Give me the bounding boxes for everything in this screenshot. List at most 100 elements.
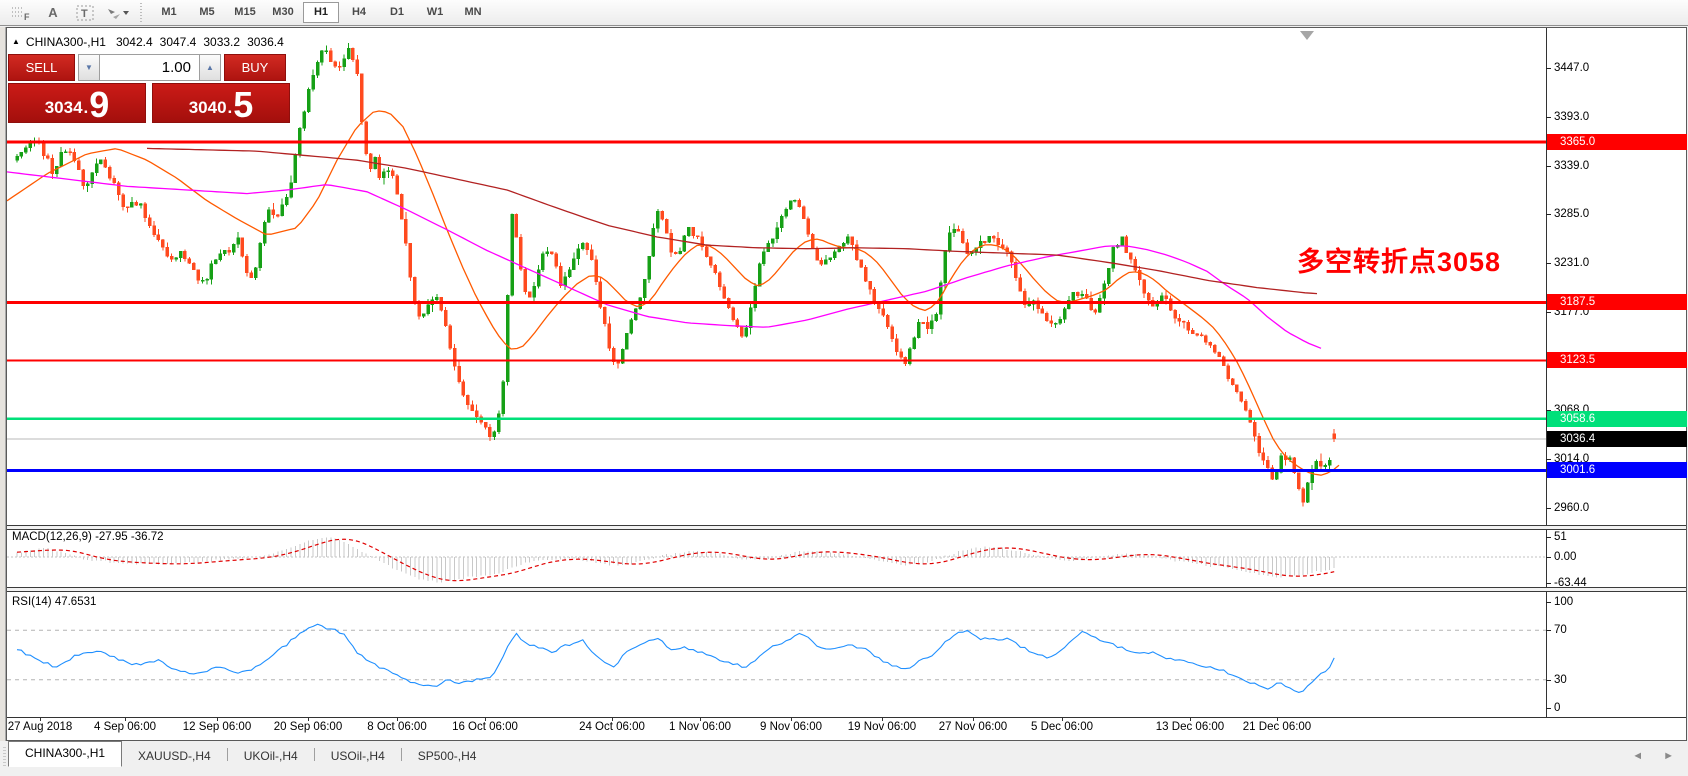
insert-text-icon[interactable]: A [48, 5, 58, 20]
time-axis-label: 12 Sep 06:00 [182, 721, 252, 733]
draw-tools-icon[interactable] [102, 3, 132, 23]
time-axis-label: 9 Nov 06:00 [759, 721, 823, 733]
toolbar-separator [140, 2, 142, 23]
macd-tick-label: -63.44 [1554, 577, 1587, 589]
timeframe-button-m15[interactable]: M15 [234, 6, 256, 18]
collapse-trade-panel-icon[interactable]: ▲ [12, 37, 20, 46]
price-tick-label: 2960.0 [1554, 502, 1590, 514]
time-axis-tick [973, 717, 974, 721]
macd-tick-label: 0.00 [1554, 551, 1577, 563]
macd-tick-label: 51 [1554, 531, 1567, 543]
rsi-tick-mark [1546, 708, 1551, 709]
one-click-trading-panel: SELL ▼ ▲ BUY 3034.9 3040.5 [8, 54, 290, 123]
rsi-tick-mark [1546, 630, 1551, 631]
timeframe-button-w1[interactable]: W1 [426, 6, 444, 18]
chart-tab-xauusd-h4[interactable]: XAUUSD-,H4 [138, 749, 211, 763]
chart-text-annotation: 多空转折点3058 [1297, 247, 1502, 277]
price-tick-label: 3014.0 [1554, 453, 1590, 466]
timeframe-button-mn[interactable]: MN [464, 6, 482, 18]
time-axis-tick [397, 717, 398, 721]
chart-shift-marker-icon[interactable] [1300, 31, 1314, 40]
price-tick-mark [1546, 116, 1551, 118]
ask-price-fraction: 5 [233, 84, 254, 125]
candlestick-chart[interactable] [7, 28, 1546, 525]
tab-scroll-right-icon[interactable]: ► [1663, 750, 1674, 762]
ask-price-box[interactable]: 3040. 5 [152, 83, 290, 123]
bid-price-box[interactable]: 3034. 9 [8, 83, 146, 123]
price-tick-label: 3285.0 [1554, 208, 1590, 221]
price-tick-mark [1546, 68, 1551, 69]
window-left-edge [0, 27, 6, 741]
rsi-pane-splitter[interactable] [7, 587, 1686, 592]
price-level-badge: 3058.6 [1547, 410, 1687, 427]
price-tick-label: 3339.0 [1554, 159, 1590, 172]
timeframe-button-m1[interactable]: M1 [161, 6, 177, 18]
time-axis-tick [308, 717, 309, 721]
buy-button[interactable]: BUY [224, 54, 286, 81]
chart-header: ▲ CHINA300-,H1 3042.4 3047.4 3033.2 3036.4 [12, 35, 291, 49]
time-axis-label: 21 Dec 06:00 [1242, 721, 1312, 733]
rsi-tick-mark [1546, 680, 1551, 681]
time-axis-tick [882, 717, 883, 721]
chart-tab-sp500-h4[interactable]: SP500-,H4 [417, 749, 477, 763]
timeframe-button-h1[interactable]: H1 [303, 2, 339, 23]
tab-scroll-arrows: ◄ ► [1632, 750, 1688, 767]
time-axis-label: 19 Nov 06:00 [847, 721, 917, 733]
macd-pane-splitter[interactable] [7, 525, 1686, 530]
ask-price-dot: . [227, 98, 233, 117]
svg-text:T: T [81, 8, 88, 20]
price-tick-mark [1546, 263, 1551, 265]
price-tick-label: 3393.0 [1554, 110, 1590, 123]
crosshair-config-icon[interactable]: F [6, 3, 36, 23]
ask-price-main: 3040 [188, 98, 227, 117]
timeframe-button-m30[interactable]: M30 [272, 6, 294, 18]
sell-button[interactable]: SELL [8, 54, 75, 81]
volume-input[interactable] [100, 54, 199, 81]
price-tick-mark [1546, 165, 1551, 167]
price-tick-mark [1546, 214, 1551, 216]
chart-tab-usoil-h4[interactable]: USOil-,H4 [330, 749, 385, 763]
time-axis-label: 1 Nov 06:00 [668, 721, 732, 733]
bid-price-main: 3034 [44, 98, 83, 117]
bar-open-value: 3042.4 [115, 35, 153, 49]
price-tick-label: 3447.0 [1554, 62, 1590, 74]
time-axis-label: 27 Aug 2018 [7, 721, 73, 733]
price-axis-line [1546, 28, 1547, 717]
time-axis-label: 8 Oct 06:00 [367, 721, 427, 733]
time-axis-label: 27 Nov 06:00 [938, 721, 1008, 733]
chart-tab-ukoil-h4[interactable]: UKOil-,H4 [243, 749, 298, 763]
rsi-tick-label: 100 [1554, 596, 1574, 608]
price-tick-label: 3231.0 [1554, 257, 1590, 270]
timeframe-button-m5[interactable]: M5 [199, 6, 215, 18]
price-level-badge: 3001.6 [1547, 462, 1687, 479]
timeframe-button-d1[interactable]: D1 [389, 6, 405, 18]
rsi-indicator-pane[interactable] [7, 593, 1546, 717]
price-level-badge: 3123.5 [1547, 352, 1687, 369]
time-axis-tick [40, 717, 41, 721]
time-axis-tick [217, 717, 218, 721]
text-label-icon[interactable]: T [70, 3, 100, 23]
bar-low-value: 3033.2 [203, 35, 241, 49]
macd-indicator-pane[interactable] [7, 531, 1546, 587]
timeframe-button-h4[interactable]: H4 [351, 6, 367, 18]
rsi-tick-label: 70 [1554, 624, 1567, 636]
chart-tab-china300-h1[interactable]: CHINA300-,H1 [8, 741, 123, 767]
time-axis-tick [1062, 717, 1063, 721]
tab-bar-grip [3, 747, 6, 767]
bar-high-value: 3047.4 [159, 35, 197, 49]
svg-text:F: F [24, 12, 30, 21]
time-axis-tick [485, 717, 486, 721]
tab-scroll-left-icon[interactable]: ◄ [1632, 750, 1644, 762]
volume-decrease-button[interactable]: ▼ [78, 54, 100, 81]
time-axis-label: 20 Sep 06:00 [273, 721, 343, 733]
volume-increase-button[interactable]: ▲ [199, 54, 221, 81]
time-axis-tick [700, 717, 701, 721]
price-level-badge: 3187.5 [1547, 294, 1687, 311]
bid-price-dot: . [83, 98, 89, 117]
timeframe-button-group: M1 M5 M15 M30 H1 H4 D1 W1 MN [150, 2, 492, 23]
tab-separator [226, 747, 228, 761]
macd-tick-mark [1546, 557, 1551, 558]
time-axis-tick [791, 717, 792, 721]
time-axis-label: 4 Sep 06:00 [93, 721, 157, 733]
